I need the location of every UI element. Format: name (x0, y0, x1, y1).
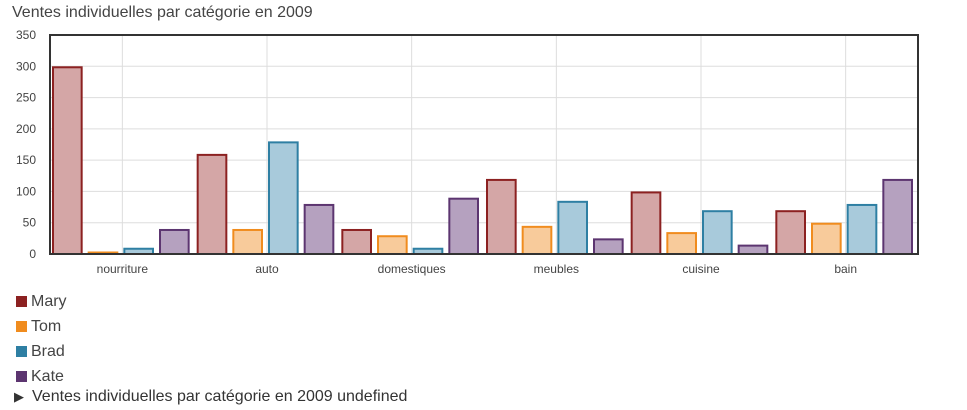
bar-tom-cuisine (666, 232, 697, 256)
x-tick-label: cuisine (682, 262, 720, 276)
bar-brad-meubles (557, 200, 588, 255)
bar-mary-cuisine (630, 191, 662, 256)
legend-swatch-tom (16, 321, 27, 332)
bar-kate-bain (882, 178, 913, 256)
bar-kate-domestiques (448, 197, 480, 255)
bar-tom-domestiques (377, 235, 408, 256)
bar-chart: 0 50 100 150 200 250 300 350 nourriture auto domes… (16, 28, 919, 276)
bar-mary-domestiques (341, 228, 373, 256)
bar-tom-meubles (521, 225, 553, 255)
x-tick-label: bain (834, 262, 857, 276)
bar-kate-meubles (593, 238, 624, 256)
expand-triangle-icon: ▶ (14, 389, 24, 404)
bars (52, 66, 913, 256)
data-table-summary: Ventes individuelles par catégorie en 20… (32, 388, 408, 405)
legend-label-tom: Tom (31, 317, 62, 335)
bar-kate-nourriture (159, 228, 190, 256)
x-tick-label: auto (255, 262, 279, 276)
legend-item-tom[interactable]: Tom (16, 314, 67, 339)
legend-label-brad: Brad (31, 342, 65, 360)
bar-kate-cuisine (737, 244, 769, 256)
tick-labels: 0 50 100 150 200 250 300 350 nourriture auto domes… (16, 28, 857, 276)
y-tick-label: 300 (16, 59, 36, 73)
bar-tom-auto (232, 228, 263, 256)
y-tick-label: 350 (16, 28, 36, 42)
legend-swatch-kate (16, 371, 27, 382)
legend-swatch-mary (16, 296, 27, 307)
plot-frame (49, 34, 919, 255)
bar-brad-bain (846, 203, 878, 255)
y-tick-label: 0 (29, 247, 36, 261)
bar-tom-bain (811, 222, 842, 255)
x-tick-label: domestiques (378, 262, 446, 276)
y-tick-label: 200 (16, 122, 36, 136)
chart-title: Ventes individuelles par catégorie en 20… (12, 4, 313, 21)
y-tick-label: 100 (16, 184, 36, 198)
y-tick-label: 150 (16, 153, 36, 167)
bar-mary-nourriture (52, 66, 83, 255)
bar-mary-meubles (486, 178, 517, 256)
legend-label-kate: Kate (31, 367, 64, 385)
legend-item-kate[interactable]: Kate (16, 364, 67, 389)
bar-brad-auto (268, 141, 299, 255)
bar-mary-bain (775, 210, 806, 255)
legend-item-mary[interactable]: Mary (16, 289, 67, 314)
legend-item-brad[interactable]: Brad (16, 339, 67, 364)
y-tick-label: 250 (16, 91, 36, 105)
legend-label-mary: Mary (31, 292, 67, 310)
legend-swatch-brad (16, 346, 27, 357)
legend: Mary Tom Brad Kate (16, 289, 67, 389)
data-table-toggle[interactable]: ▶ Ventes individuelles par catégorie en … (14, 388, 407, 406)
bar-kate-auto (303, 203, 335, 255)
y-tick-label: 50 (23, 216, 37, 230)
x-tick-label: meubles (534, 262, 579, 276)
bar-mary-auto (196, 153, 228, 255)
x-tick-label: nourriture (97, 262, 149, 276)
bar-brad-cuisine (702, 210, 733, 255)
